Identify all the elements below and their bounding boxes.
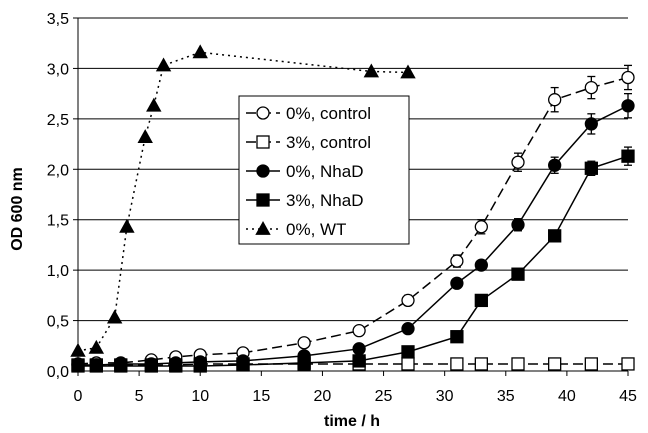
x-tick-label: 10 bbox=[191, 388, 209, 405]
data-point bbox=[352, 324, 366, 338]
legend-label: 0%, control bbox=[286, 104, 371, 123]
data-point bbox=[548, 357, 562, 371]
legend-marker bbox=[256, 164, 270, 178]
data-point bbox=[297, 336, 311, 350]
x-tick-label: 15 bbox=[252, 388, 270, 405]
data-point bbox=[352, 342, 366, 356]
series-5 bbox=[70, 44, 416, 357]
x-tick-label: 20 bbox=[314, 388, 332, 405]
data-point bbox=[363, 63, 380, 78]
data-point bbox=[450, 357, 464, 371]
y-tick-label: 3,5 bbox=[47, 11, 69, 28]
data-point bbox=[106, 309, 123, 324]
data-point bbox=[401, 321, 415, 336]
legend-marker bbox=[256, 135, 270, 149]
data-point bbox=[70, 342, 86, 357]
data-point bbox=[450, 254, 464, 268]
data-point bbox=[146, 97, 162, 112]
data-point bbox=[169, 359, 183, 373]
data-point bbox=[474, 220, 488, 234]
x-axis-title: time / h bbox=[324, 413, 380, 430]
data-point bbox=[474, 293, 488, 308]
series-line bbox=[78, 363, 628, 366]
series-1 bbox=[71, 64, 635, 371]
data-point bbox=[511, 155, 525, 169]
data-point bbox=[584, 161, 598, 175]
series-4 bbox=[71, 146, 635, 373]
data-point bbox=[474, 258, 488, 272]
y-tick-label: 3,0 bbox=[47, 61, 69, 78]
series-line bbox=[77, 51, 409, 352]
data-point bbox=[137, 129, 153, 143]
legend-entry: 3%, NhaD bbox=[246, 191, 363, 210]
data-point bbox=[621, 149, 635, 163]
legend-marker bbox=[256, 193, 270, 207]
x-tick-label: 0 bbox=[74, 388, 83, 405]
y-tick-label: 0,5 bbox=[47, 314, 69, 331]
data-point bbox=[450, 330, 464, 344]
x-tick-label: 45 bbox=[619, 388, 637, 405]
x-tick-label: 35 bbox=[497, 388, 515, 405]
data-point bbox=[71, 359, 85, 373]
data-point bbox=[119, 218, 135, 233]
legend-marker bbox=[256, 106, 270, 120]
data-point bbox=[401, 293, 415, 308]
legend-entry: 0%, NhaD bbox=[246, 162, 363, 181]
data-point bbox=[584, 357, 598, 371]
data-point bbox=[401, 345, 415, 359]
y-axis-title: OD 600 nm bbox=[9, 167, 26, 251]
x-tick-labels: 0 5 10 15 20 25 30 35 40 45 bbox=[74, 388, 637, 405]
data-point bbox=[144, 359, 158, 373]
y-tick-label: 2,5 bbox=[47, 112, 69, 129]
data-point bbox=[548, 158, 562, 172]
data-point bbox=[511, 267, 525, 281]
data-point bbox=[621, 357, 635, 371]
x-tick-label: 30 bbox=[436, 388, 454, 405]
data-point bbox=[297, 356, 311, 370]
legend-entry: 0%, WT bbox=[246, 220, 346, 239]
data-point bbox=[352, 354, 366, 368]
data-point bbox=[450, 276, 464, 290]
series-group bbox=[70, 44, 635, 373]
data-point bbox=[584, 117, 598, 131]
legend-entry: 3%, control bbox=[246, 133, 371, 152]
data-point bbox=[155, 57, 172, 72]
y-tick-label: 1,5 bbox=[47, 213, 69, 230]
legend-entry: 0%, control bbox=[246, 104, 371, 123]
legend-label: 0%, NhaD bbox=[286, 162, 363, 181]
data-point bbox=[621, 70, 635, 85]
x-tick-label: 40 bbox=[558, 388, 576, 405]
data-point bbox=[474, 357, 488, 371]
series-line bbox=[77, 76, 629, 365]
data-point bbox=[401, 357, 415, 371]
data-point bbox=[236, 358, 250, 372]
y-tick-labels: 0,0 0,5 1,0 1,5 2,0 2,5 3,0 3,5 bbox=[47, 11, 69, 381]
data-point bbox=[193, 359, 207, 373]
data-point bbox=[548, 93, 562, 107]
data-point bbox=[88, 339, 105, 354]
data-point bbox=[584, 80, 598, 95]
legend-label: 3%, control bbox=[286, 133, 371, 152]
legend-label: 3%, NhaD bbox=[286, 191, 363, 210]
legend: 0%, control 3%, control 0%, NhaD 3%, NhaD 0%… bbox=[238, 95, 410, 245]
legend-label: 0%, WT bbox=[286, 220, 346, 239]
data-point bbox=[511, 357, 525, 371]
series-line bbox=[78, 105, 629, 366]
data-point bbox=[621, 99, 635, 113]
legend-marker bbox=[255, 221, 271, 235]
data-point bbox=[114, 359, 128, 373]
y-tick-label: 2,0 bbox=[47, 162, 69, 179]
data-point bbox=[400, 64, 416, 79]
data-point bbox=[192, 44, 208, 59]
x-tick-label: 25 bbox=[375, 388, 393, 405]
x-tick-label: 5 bbox=[135, 388, 144, 405]
y-tick-label: 1,0 bbox=[47, 263, 69, 280]
y-tick-label: 0,0 bbox=[47, 364, 69, 381]
data-point bbox=[89, 359, 103, 373]
data-point bbox=[548, 229, 562, 243]
data-point bbox=[511, 218, 525, 232]
series-line bbox=[78, 155, 629, 367]
